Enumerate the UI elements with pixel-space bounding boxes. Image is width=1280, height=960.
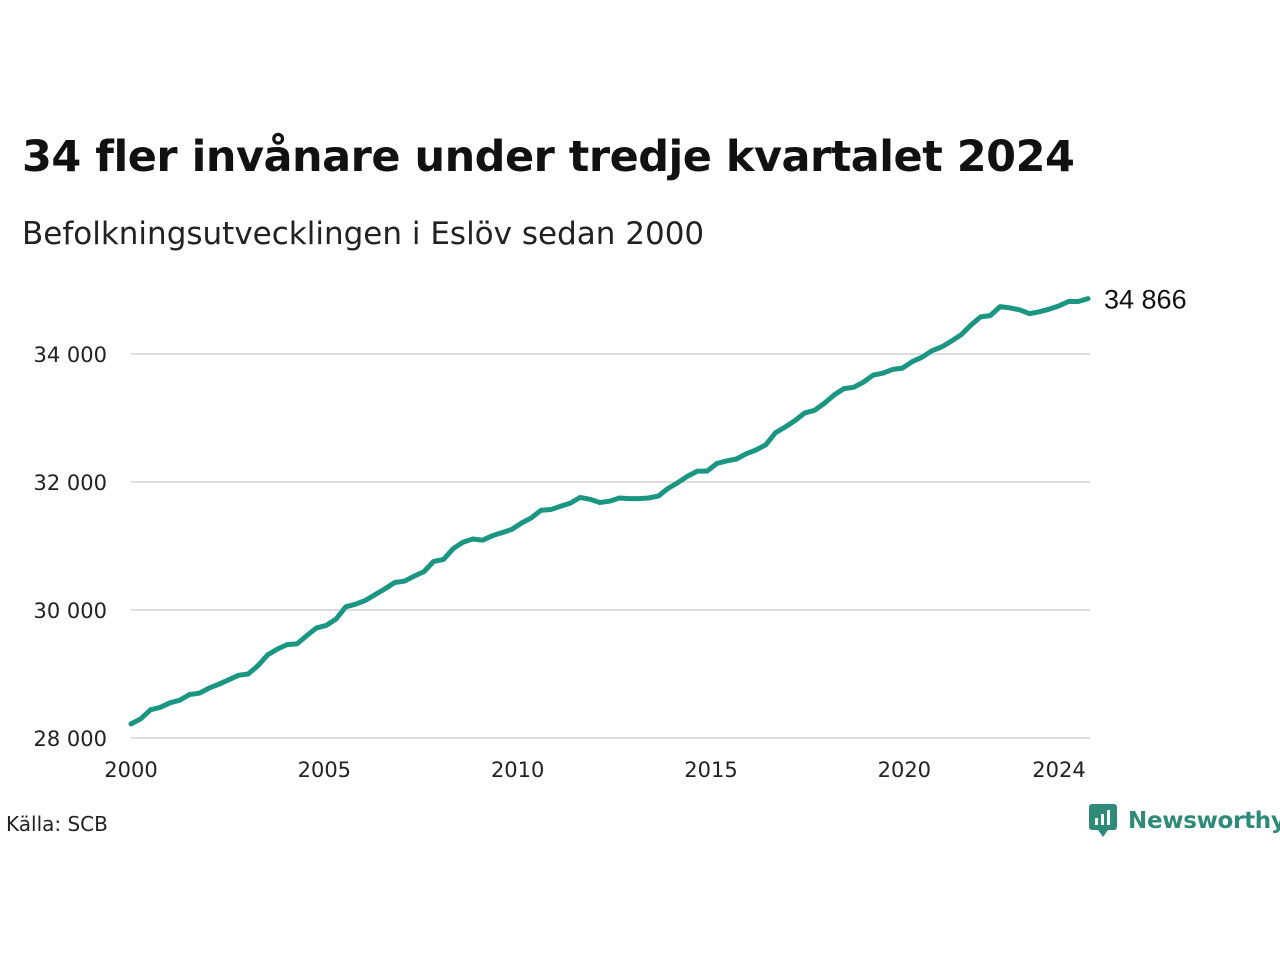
series-line [128,296,1091,727]
x-tick-label: 2000 [104,758,157,782]
y-tick-label: 34 000 [34,343,107,367]
source-note: Källa: SCB [6,812,108,836]
end-value-label: 34 866 [1104,285,1187,315]
x-tick-label: 2010 [491,758,544,782]
brand-name: Newsworthy [1128,808,1280,834]
y-tick-label: 30 000 [34,599,107,623]
y-tick-label: 32 000 [34,471,107,495]
x-tick-label: 2015 [684,758,737,782]
x-tick-label: 2005 [298,758,351,782]
y-tick-label: 28 000 [34,727,107,751]
chart-title: 34 fler invånare under tredje kvartalet … [22,132,1075,182]
newsworthy-logo-icon [1089,804,1117,837]
x-tick-label: 2020 [878,758,931,782]
chart-subtitle: Befolkningsutvecklingen i Eslöv sedan 20… [22,216,705,252]
brand-logo: Newsworthy [1088,803,1280,839]
x-tick-label: 2024 [1032,758,1085,782]
